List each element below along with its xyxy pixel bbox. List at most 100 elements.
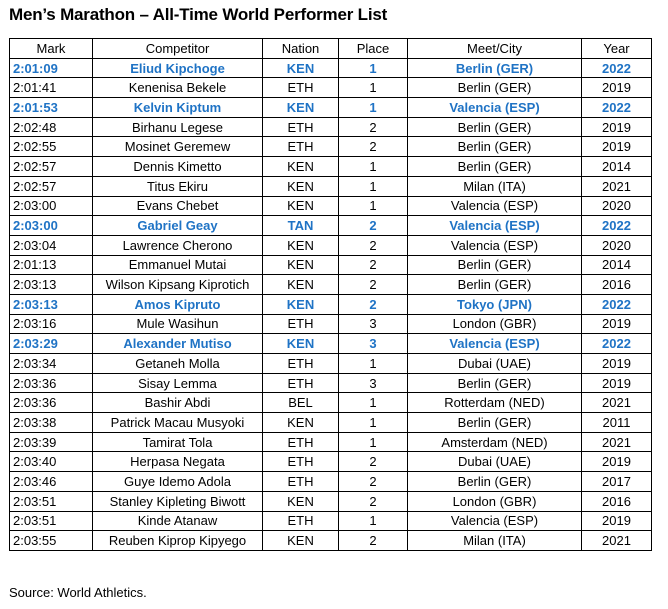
cell-mark: 2:03:36 (9, 392, 93, 414)
cell-competitor: Mosinet Geremew (92, 136, 263, 158)
cell-year: 2021 (581, 392, 652, 414)
cell-year: 2019 (581, 372, 652, 394)
cell-competitor: Reuben Kiprop Kipyego (92, 530, 263, 551)
cell-year: 2019 (581, 136, 652, 158)
cell-meet-city: Berlin (GER) (407, 57, 582, 79)
cell-year: 2022 (581, 97, 652, 118)
table-row: 2:03:00 Gabriel Geay TAN 2 Valencia (ESP) 202… (9, 215, 652, 236)
cell-meet-city: Dubai (UAE) (407, 353, 582, 374)
cell-competitor: Titus Ekiru (92, 175, 263, 197)
cell-competitor: Kinde Atanaw (92, 510, 263, 532)
cell-meet-city: Berlin (GER) (407, 412, 582, 433)
column-header-competitor: Competitor (92, 38, 263, 59)
cell-place: 1 (338, 431, 408, 453)
cell-year: 2022 (581, 293, 652, 315)
cell-competitor: Bashir Abdi (92, 392, 263, 414)
cell-competitor: Eliud Kipchoge (92, 57, 263, 79)
column-header-nation: Nation (262, 38, 339, 59)
cell-competitor: Evans Chebet (92, 195, 263, 217)
cell-year: 2019 (581, 510, 652, 532)
cell-nation: ETH (262, 313, 339, 335)
table-row: 2:03:51 Stanley Kipleting Biwott KEN 2 Londo… (9, 490, 652, 512)
cell-place: 2 (338, 530, 408, 551)
cell-place: 1 (338, 353, 408, 374)
cell-nation: KEN (262, 490, 339, 512)
cell-year: 2022 (581, 333, 652, 354)
cell-meet-city: Berlin (GER) (407, 136, 582, 158)
cell-mark: 2:03:36 (9, 372, 93, 394)
cell-meet-city: Valencia (ESP) (407, 195, 582, 217)
cell-nation: KEN (262, 293, 339, 315)
cell-year: 2019 (581, 451, 652, 473)
cell-nation: KEN (262, 57, 339, 79)
cell-competitor: Dennis Kimetto (92, 156, 263, 177)
table-row: 2:03:55 Reuben Kiprop Kipyego KEN 2 Milan (I… (9, 530, 652, 551)
cell-year: 2019 (581, 353, 652, 374)
cell-mark: 2:02:55 (9, 136, 93, 158)
cell-place: 2 (338, 136, 408, 158)
cell-year: 2016 (581, 274, 652, 295)
cell-mark: 2:03:38 (9, 412, 93, 433)
cell-place: 2 (338, 274, 408, 295)
cell-competitor: Kelvin Kiptum (92, 97, 263, 118)
cell-place: 2 (338, 234, 408, 256)
cell-nation: KEN (262, 97, 339, 118)
cell-competitor: Emmanuel Mutai (92, 254, 263, 276)
table-row: 2:02:55 Mosinet Geremew ETH 2 Berlin (GER) 20… (9, 136, 652, 158)
table-row: 2:03:39 Tamirat Tola ETH 1 Amsterdam (NED) 20… (9, 431, 652, 453)
cell-nation: KEN (262, 254, 339, 276)
table-row: 2:03:51 Kinde Atanaw ETH 1 Valencia (ESP) 201… (9, 510, 652, 532)
cell-competitor: Guye Idemo Adola (92, 471, 263, 492)
table-row: 2:03:04 Lawrence Cherono KEN 2 Valencia (ESP… (9, 234, 652, 256)
cell-competitor: Getaneh Molla (92, 353, 263, 374)
table-row: 2:01:09 Eliud Kipchoge KEN 1 Berlin (GER) 202… (9, 57, 652, 79)
table-row: 2:01:53 Kelvin Kiptum KEN 1 Valencia (ESP) 20… (9, 97, 652, 118)
cell-mark: 2:01:53 (9, 97, 93, 118)
cell-mark: 2:02:48 (9, 116, 93, 138)
cell-competitor: Tamirat Tola (92, 431, 263, 453)
cell-mark: 2:01:09 (9, 57, 93, 79)
cell-mark: 2:03:55 (9, 530, 93, 551)
cell-place: 1 (338, 77, 408, 99)
cell-mark: 2:03:51 (9, 510, 93, 532)
cell-mark: 2:03:13 (9, 293, 93, 315)
cell-mark: 2:02:57 (9, 175, 93, 197)
cell-year: 2020 (581, 195, 652, 217)
cell-nation: ETH (262, 136, 339, 158)
cell-competitor: Stanley Kipleting Biwott (92, 490, 263, 512)
cell-year: 2022 (581, 57, 652, 79)
cell-competitor: Alexander Mutiso (92, 333, 263, 354)
table-row: 2:03:34 Getaneh Molla ETH 1 Dubai (UAE) 2019 (9, 353, 652, 374)
cell-mark: 2:02:57 (9, 156, 93, 177)
cell-meet-city: Valencia (ESP) (407, 234, 582, 256)
cell-place: 1 (338, 156, 408, 177)
cell-nation: KEN (262, 156, 339, 177)
cell-mark: 2:03:16 (9, 313, 93, 335)
cell-meet-city: Berlin (GER) (407, 156, 582, 177)
column-header-year: Year (581, 38, 652, 59)
table-row: 2:02:57 Titus Ekiru KEN 1 Milan (ITA) 2021 (9, 175, 652, 197)
cell-nation: ETH (262, 431, 339, 453)
cell-nation: BEL (262, 392, 339, 414)
table-row: 2:02:48 Birhanu Legese ETH 2 Berlin (GER) 201… (9, 116, 652, 138)
cell-place: 1 (338, 510, 408, 532)
cell-year: 2017 (581, 471, 652, 492)
cell-meet-city: Berlin (GER) (407, 254, 582, 276)
cell-meet-city: Berlin (GER) (407, 77, 582, 99)
cell-mark: 2:03:13 (9, 274, 93, 295)
cell-place: 1 (338, 392, 408, 414)
cell-mark: 2:03:00 (9, 215, 93, 236)
cell-nation: ETH (262, 451, 339, 473)
cell-place: 2 (338, 215, 408, 236)
cell-year: 2019 (581, 313, 652, 335)
cell-place: 1 (338, 175, 408, 197)
cell-nation: KEN (262, 530, 339, 551)
cell-nation: KEN (262, 274, 339, 295)
cell-meet-city: Berlin (GER) (407, 372, 582, 394)
cell-place: 1 (338, 97, 408, 118)
cell-meet-city: Valencia (ESP) (407, 215, 582, 236)
table-header-row: Mark Competitor Nation Place Meet/City Y… (9, 38, 652, 59)
cell-mark: 2:03:34 (9, 353, 93, 374)
cell-place: 2 (338, 293, 408, 315)
column-header-mark: Mark (9, 38, 93, 59)
